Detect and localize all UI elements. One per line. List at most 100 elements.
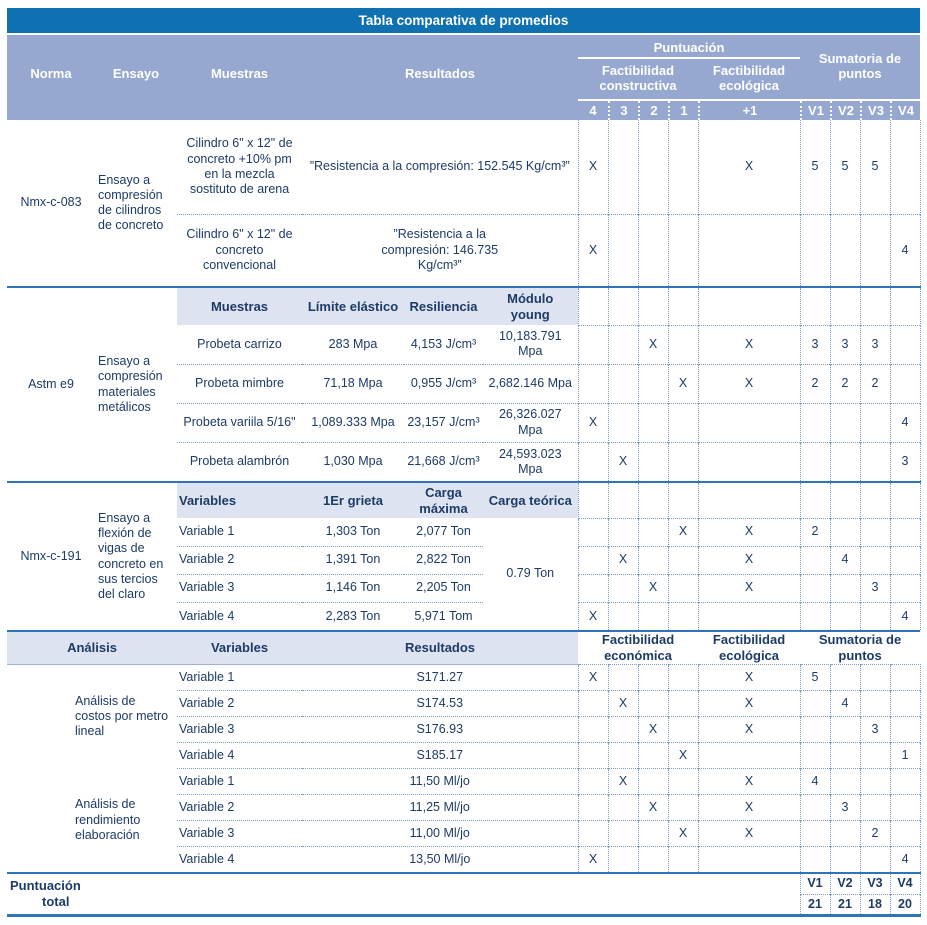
- plus-cell: [697, 601, 800, 630]
- muestra-cell: Cilindro 6" x 12" de concreto +10% pm en…: [186, 136, 293, 196]
- score-cell: X: [607, 441, 638, 481]
- value-cell: 2,822 Ton: [404, 545, 483, 574]
- v-cell: [889, 819, 921, 847]
- v-cell: [829, 402, 860, 442]
- score-cell: [667, 286, 698, 325]
- table-row: Análisis de rendimiento elaboración Vari…: [7, 767, 921, 842]
- score-header-group: Puntuación Factibilidad constructiva Fac…: [578, 35, 920, 120]
- score-cell: X: [667, 741, 699, 769]
- v-cell: 3: [889, 441, 921, 481]
- v-cell: 4: [889, 601, 921, 630]
- score-cell: [637, 481, 668, 518]
- variable-cell: Variable 1: [179, 524, 235, 539]
- value-cell: 1,146 Ton: [302, 573, 404, 602]
- v-cell: [799, 441, 830, 481]
- plus-cell: X: [697, 573, 800, 602]
- score-cell: [667, 324, 698, 364]
- resultado-cell: 11,50 Ml/jo: [302, 767, 579, 795]
- factibilidad-row: Factibilidad constructiva Factibilidad e…: [578, 59, 800, 99]
- v-cell: [829, 767, 861, 795]
- col-header-norma: Norma: [30, 65, 72, 81]
- score-cell: [637, 441, 668, 481]
- muestra-cell: Probeta variila 5/16": [177, 402, 302, 442]
- table-row: Nmx-c-083 Ensayo a compresión de cilindr…: [7, 120, 921, 232]
- v-cell: 3: [799, 324, 830, 364]
- total-v-header: V1: [799, 873, 830, 895]
- score-cell: [667, 545, 698, 574]
- value-cell: 5,971 Tom: [404, 601, 483, 630]
- inner-header-row: Astm e9 Ensayo a compresión materiales m…: [7, 286, 921, 481]
- resultado-cell: S185.17: [302, 741, 579, 769]
- table-row: Cilindro 6" x 12" de concreto convencion…: [7, 213, 921, 286]
- v-cell: [859, 663, 891, 691]
- col-header-fact-ecologica: Factibilidad ecológica: [698, 629, 801, 665]
- score-col-v4: V4: [890, 101, 920, 120]
- v-cell: [859, 441, 890, 481]
- v-cell: [829, 441, 860, 481]
- value-cell: 26,326.027 Mpa: [483, 402, 578, 442]
- variable-cell: Variable 1: [179, 669, 235, 684]
- score-cell: X: [577, 213, 608, 286]
- score-cell: [607, 601, 638, 630]
- score-cell: [637, 286, 668, 325]
- v-cell: [799, 573, 830, 602]
- variable-cell: Variable 2: [177, 545, 302, 574]
- plus-cell: X: [697, 324, 800, 364]
- section-nmx-c-083: Nmx-c-083 Ensayo a compresión de cilindr…: [7, 120, 921, 286]
- v-cell: [829, 517, 860, 546]
- score-cell: [607, 363, 638, 403]
- v-cell: 4: [889, 402, 921, 442]
- resultado-cell: 11,00 Ml/jo: [302, 819, 579, 847]
- value-cell: 4,153 J/cm³: [410, 336, 477, 351]
- v-cell: [829, 286, 860, 325]
- col-header-fact-ecologica: Factibilidad ecológica: [712, 63, 786, 93]
- analisis-group-label: Análisis de costos por metro lineal: [75, 693, 169, 739]
- variable-cell: Variable 2: [177, 793, 303, 821]
- col-header-puntuacion: Puntuación: [578, 37, 800, 59]
- score-cell: X: [577, 601, 608, 630]
- variable-cell: Variable 2: [177, 689, 303, 717]
- value-cell: 0,955 J/cm³: [404, 363, 483, 403]
- v-cell: [799, 402, 830, 442]
- inner-col-header: 1Er grieta: [302, 481, 404, 518]
- ensayo-cell: Ensayo a compresión de cilindros de conc…: [98, 172, 164, 233]
- inner-col-header: Límite elástico: [302, 286, 404, 325]
- v-cell: 3: [859, 324, 890, 364]
- value-cell: 2,077 Ton: [416, 524, 471, 539]
- col-header-analisis: Análisis: [7, 629, 178, 665]
- plus-cell: X: [697, 819, 801, 847]
- variable-cell: Variable 4: [177, 741, 303, 769]
- col-header-variables: Variables: [177, 629, 303, 665]
- inner-col-header: Resiliencia: [404, 286, 483, 325]
- score-cell: [637, 741, 669, 769]
- v-cell: 4: [829, 689, 861, 717]
- v-cell: 1: [889, 741, 921, 769]
- score-cell: [577, 286, 608, 325]
- score-cell: [577, 767, 609, 795]
- plus-cell: X: [697, 689, 801, 717]
- norma-cell: Astm e9: [7, 286, 95, 481]
- total-v-header: V2: [829, 873, 860, 895]
- resultado-cell: 13,50 Ml/jo: [302, 845, 579, 873]
- score-cell: [667, 601, 698, 630]
- score-cell: [577, 545, 608, 574]
- puntuacion-group: Puntuación Factibilidad constructiva Fac…: [578, 35, 800, 99]
- v-cell: 5: [859, 120, 890, 214]
- v-cell: [859, 213, 890, 286]
- score-cell: [577, 793, 609, 821]
- table-row: Variable 4 S185.17 X 1: [7, 741, 921, 769]
- v-cell: [859, 402, 890, 442]
- total-score-row: Puntuación total V1 V2 V3 V4 21 21 18 20: [7, 872, 921, 917]
- plus-cell: [697, 441, 800, 481]
- score-cell: [637, 767, 669, 795]
- plus-cell: X: [697, 767, 801, 795]
- v-cell: [889, 286, 921, 325]
- muestra-cell: Probeta alambrón: [177, 441, 302, 481]
- muestra-cell: Cilindro 6" x 12" de concreto convencion…: [177, 213, 302, 286]
- score-cell: [667, 845, 699, 873]
- v-cell: [829, 663, 861, 691]
- v-cell: [829, 715, 861, 743]
- score-subheader-row: 4 3 2 1 +1 V1 V2 V3 V4: [578, 99, 920, 120]
- carga-teorica-cell: 0.79 Ton: [506, 566, 555, 581]
- muestra-cell: Probeta mimbre: [177, 363, 302, 403]
